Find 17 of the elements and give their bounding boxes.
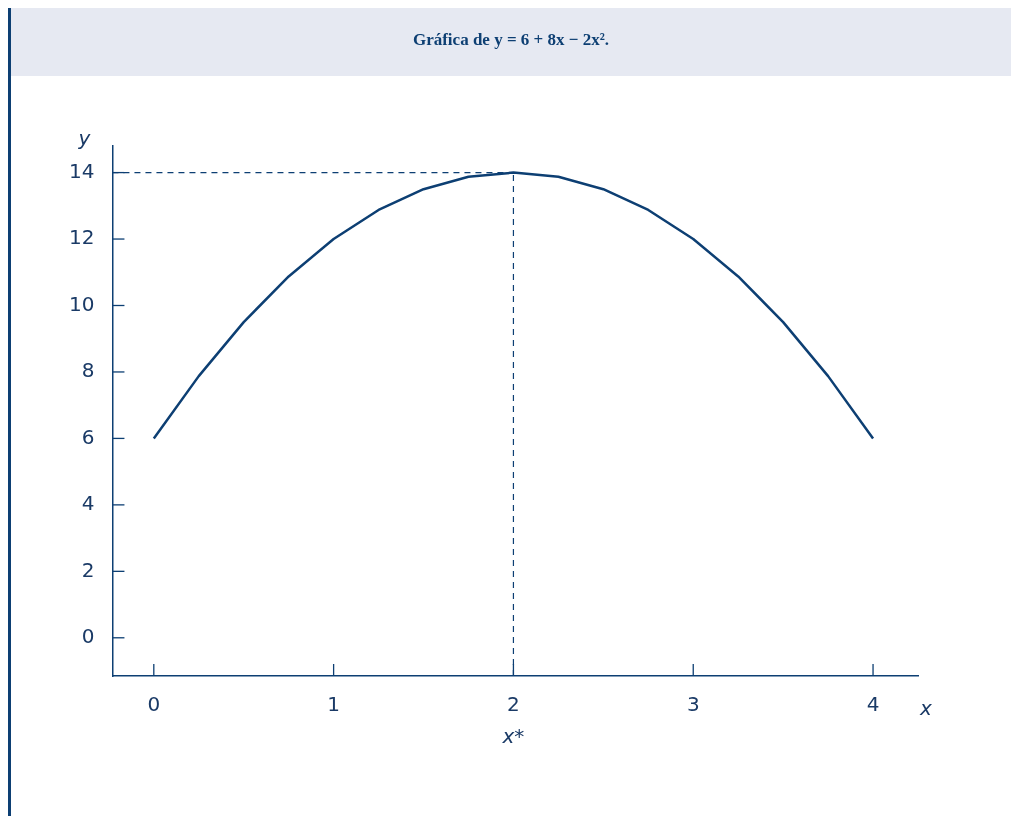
y-tick-label: 4 xyxy=(81,491,95,516)
x-tick-label: 3 xyxy=(686,692,700,717)
y-tick-label: 2 xyxy=(81,557,95,582)
y-tick-label: 0 xyxy=(81,623,95,648)
ref-line-label: x* xyxy=(501,724,525,749)
y-axis-title: y xyxy=(77,126,92,151)
y-tick-label: 8 xyxy=(81,358,95,383)
x-tick-label: 0 xyxy=(147,692,161,717)
chart-title: Gráfica de y = 6 + 8x − 2x². xyxy=(11,8,1011,76)
y-tick-label: 6 xyxy=(81,424,95,449)
y-tick-label: 10 xyxy=(69,291,95,316)
x-tick-label: 2 xyxy=(507,692,520,717)
y-tick-label: 14 xyxy=(69,158,95,183)
x-tick-label: 1 xyxy=(327,692,340,717)
x-axis-title: x xyxy=(919,696,932,721)
x-tick-label: 4 xyxy=(866,692,880,717)
y-tick-label: 12 xyxy=(69,225,95,250)
